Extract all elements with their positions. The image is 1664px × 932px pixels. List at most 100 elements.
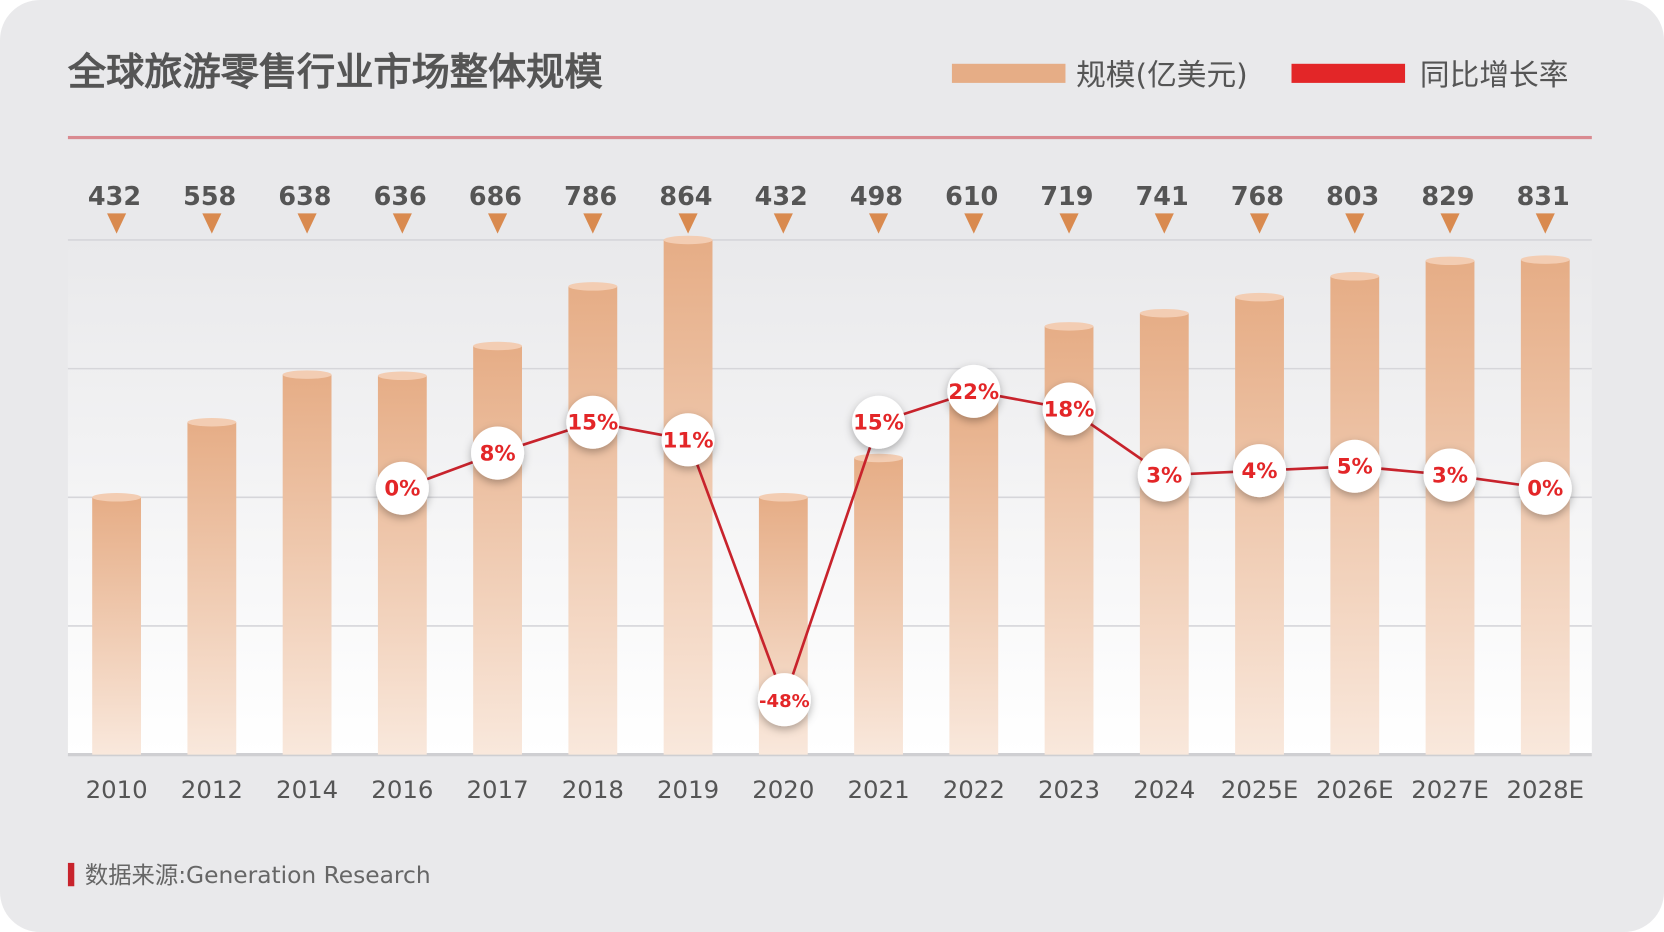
bar-value-label: 638 (278, 182, 331, 212)
value-marker (1535, 213, 1555, 234)
x-tick-label: 2018 (562, 775, 624, 804)
growth-point (661, 413, 715, 467)
bar-value-label: 719 (1040, 182, 1093, 212)
legend-label-bar: 规模(亿美元) (1076, 58, 1248, 93)
x-tick-label: 2024 (1133, 775, 1195, 804)
bar (568, 286, 618, 755)
legend-label-line: 同比增长率 (1420, 58, 1569, 93)
bar (949, 391, 999, 755)
bar-value-label: 803 (1326, 182, 1379, 212)
x-tick-label: 2021 (848, 775, 910, 804)
x-tick-label: 2016 (371, 775, 433, 804)
growth-point (471, 426, 525, 480)
x-tick-label: 2019 (657, 775, 719, 804)
source-marker (67, 862, 75, 887)
legend-swatch-line (1291, 63, 1406, 83)
value-marker (1345, 213, 1365, 234)
bar (92, 497, 142, 755)
growth-line: 0% 8% 15% 11% -48% 15% 22% 18% 3% 4% 5% 3% 0% (375, 364, 1572, 727)
x-tick-label: 2020 (752, 775, 814, 804)
value-marker (1154, 213, 1174, 234)
bar (1330, 276, 1380, 755)
bar-value-label: 432 (755, 182, 808, 212)
x-tick-label: 2014 (276, 775, 338, 804)
value-marker (392, 213, 412, 234)
value-marker (107, 213, 127, 234)
bar-cap (473, 341, 522, 351)
growth-point (757, 673, 811, 727)
growth-label: 15% (567, 411, 618, 436)
value-marker (488, 213, 508, 234)
growth-label: 0% (384, 477, 420, 502)
value-marker (773, 213, 793, 234)
legend: 规模(亿美元) 同比增长率 (951, 58, 1569, 93)
growth-point (1137, 448, 1191, 502)
bar-cap (663, 235, 713, 245)
source-text: 数据来源:Generation Research (85, 861, 431, 889)
value-marker (1249, 213, 1270, 234)
bar-cap (568, 282, 618, 291)
bar-value-label: 768 (1231, 182, 1284, 212)
x-tick-label: 2027E (1411, 775, 1488, 804)
bar (377, 375, 427, 755)
bar-cap (1425, 256, 1475, 266)
growth-label: 3% (1146, 464, 1182, 489)
bar-cap (187, 418, 237, 427)
bar-value-label: 786 (564, 182, 617, 212)
bar (282, 374, 332, 755)
x-tick-label: 2023 (1038, 775, 1100, 804)
bar (187, 422, 237, 755)
chart-title: 全球旅游零售行业市场整体规模 (67, 50, 603, 95)
x-tick-label: 2026E (1316, 775, 1393, 804)
growth-point (1328, 439, 1382, 493)
growth-point (852, 395, 906, 449)
value-marker (1059, 213, 1079, 234)
value-marker (964, 213, 984, 234)
growth-point (1518, 461, 1572, 515)
bar (854, 457, 903, 755)
growth-point (1233, 444, 1287, 498)
bar-cap (1044, 322, 1094, 331)
bar-value-label: 831 (1517, 182, 1570, 212)
bar-value-label: 498 (850, 182, 903, 212)
growth-label: 4% (1242, 459, 1278, 484)
growth-label: 0% (1527, 477, 1563, 502)
growth-label: 11% (663, 428, 714, 453)
x-tick-label: 2022 (943, 775, 1005, 804)
growth-label: 22% (948, 380, 999, 405)
value-marker (869, 213, 889, 234)
value-marker (1440, 213, 1460, 234)
bar-value-label: 636 (374, 182, 427, 212)
growth-label: 15% (853, 411, 904, 436)
bar-cap (1330, 272, 1380, 281)
bar-value-label: 864 (659, 182, 712, 212)
bar-cap (282, 370, 332, 379)
x-axis-labels: 2010 2012 2014 2016 2017 2018 2019 2020 2021 2022… (86, 775, 1584, 804)
bar (1425, 260, 1475, 755)
growth-label: 18% (1044, 397, 1095, 422)
growth-label: -48% (759, 691, 810, 712)
x-tick-label: 2028E (1507, 775, 1584, 804)
bar-value-label: 686 (469, 182, 522, 212)
x-tick-label: 2017 (467, 775, 529, 804)
bar (1139, 313, 1189, 755)
bar-value-label: 558 (183, 182, 236, 212)
bar (473, 345, 522, 755)
growth-point (1423, 448, 1477, 502)
bar (1235, 297, 1284, 755)
bar-cap (1235, 292, 1284, 302)
bar-cap (1520, 255, 1570, 264)
bar-cap (758, 493, 808, 502)
bar-value-label: 432 (88, 182, 141, 212)
bar-cap (92, 493, 142, 502)
legend-swatch-bar (951, 63, 1066, 83)
growth-label: 8% (480, 441, 516, 466)
growth-point (1042, 382, 1096, 436)
title-rule (67, 135, 1592, 140)
bar (663, 239, 713, 755)
value-marker (202, 213, 222, 234)
bar-cap (854, 453, 903, 463)
value-marker (678, 213, 698, 234)
value-marker (583, 213, 603, 234)
